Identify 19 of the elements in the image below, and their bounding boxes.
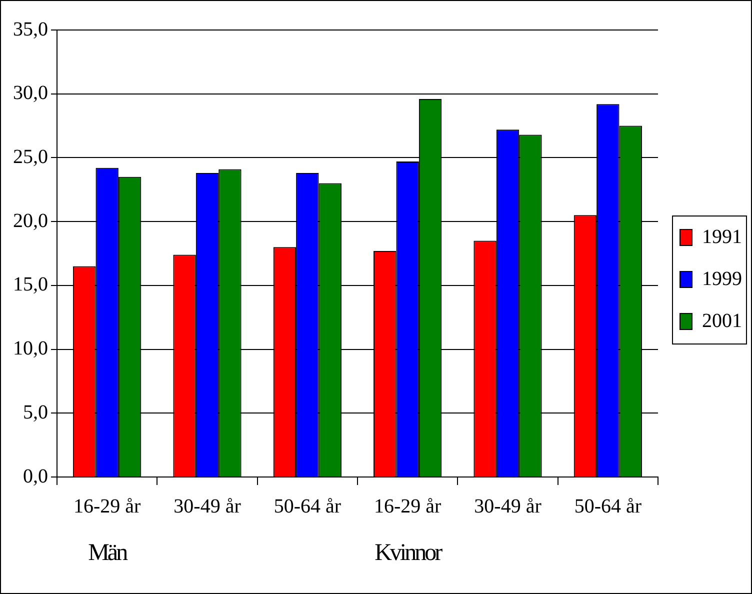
y-tick-label: 35,0 <box>13 18 48 40</box>
legend-label: 1999 <box>702 268 742 290</box>
text: Kvinnor <box>374 540 441 567</box>
y-tick-label: 25,0 <box>13 146 48 168</box>
x-tick-label: 50-64 år <box>574 495 642 518</box>
text: Män <box>88 540 126 567</box>
legend-label: 1991 <box>702 226 742 248</box>
y-tick-label: 0,0 <box>23 465 48 488</box>
y-tick-label: 10,0 <box>13 338 48 360</box>
y-tick-label: 15,0 <box>13 274 48 296</box>
x-tick-label: 50-64 år <box>274 495 342 518</box>
y-tick-label: 5,0 <box>23 401 48 424</box>
legend-label: 2001 <box>702 310 742 332</box>
x-tick-label: 16-29 år <box>73 495 142 518</box>
x-tick-label: 16-29 år <box>374 495 442 518</box>
x-tick-label: 30-49 år <box>174 495 242 518</box>
y-tick-label: 20,0 <box>13 210 48 232</box>
x-tick-label: 30-49 år <box>474 495 542 518</box>
y-tick-label: 30,0 <box>13 82 48 104</box>
